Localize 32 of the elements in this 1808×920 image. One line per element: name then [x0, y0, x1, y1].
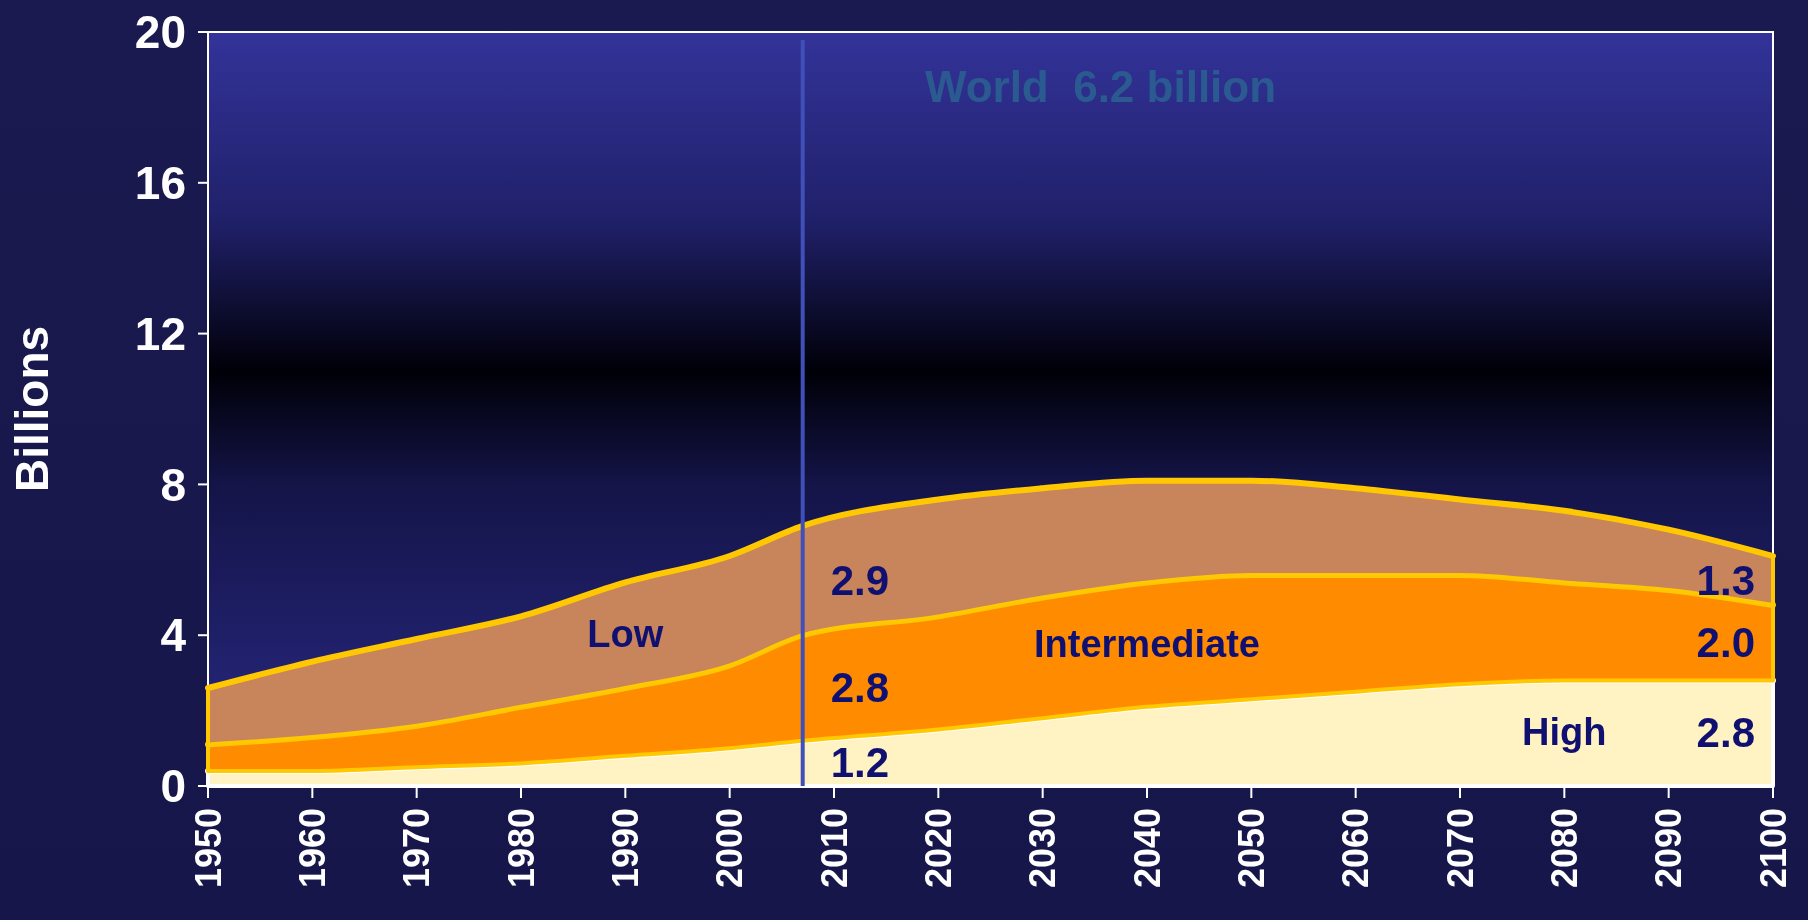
- y-tick-label: 16: [134, 156, 186, 209]
- x-tick-label: 2050: [1230, 808, 1272, 889]
- x-tick-label: 2080: [1543, 808, 1585, 889]
- y-tick-label: 12: [134, 307, 186, 360]
- y-tick-label: 8: [160, 458, 186, 511]
- x-tick-label: 1950: [187, 808, 229, 889]
- y-tick-label: 20: [134, 6, 186, 59]
- series-label: Low: [587, 613, 664, 656]
- y-axis-title: Billions: [6, 325, 58, 493]
- x-tick-label: 1960: [291, 808, 333, 889]
- x-tick-label: 2000: [709, 808, 751, 889]
- x-tick-label: 1980: [500, 808, 542, 889]
- x-tick-label: 2010: [813, 808, 855, 889]
- x-tick-label: 1970: [396, 808, 438, 889]
- data-label: 2.9: [830, 556, 890, 604]
- x-tick-label: 2070: [1439, 808, 1481, 889]
- data-label: 1.2: [830, 739, 890, 787]
- x-tick-label: 1990: [604, 808, 646, 889]
- x-tick-label: 2030: [1022, 808, 1064, 889]
- data-label: 2.8: [830, 663, 890, 711]
- y-tick-label: 4: [160, 609, 187, 662]
- x-tick-label: 2100: [1752, 808, 1794, 889]
- data-label: 2.8: [1696, 709, 1755, 757]
- x-tick-label: 2040: [1126, 808, 1168, 889]
- series-label: Intermediate: [1034, 622, 1260, 665]
- data-label: 1.3: [1696, 556, 1755, 604]
- data-label: 2.0: [1696, 618, 1755, 666]
- x-tick-label: 2020: [917, 808, 959, 889]
- series-label: High: [1522, 711, 1607, 754]
- x-tick-label: 2090: [1648, 808, 1690, 889]
- y-tick-label: 0: [160, 760, 186, 813]
- x-tick-label: 2060: [1335, 808, 1377, 889]
